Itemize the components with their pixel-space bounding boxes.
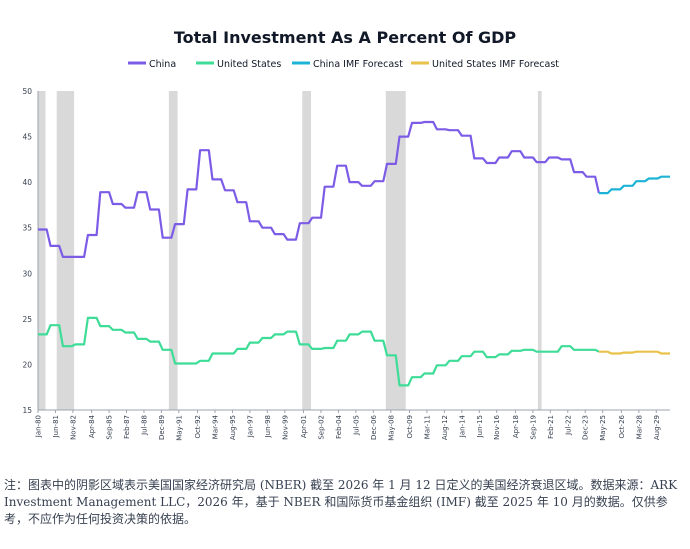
- chart-title: Total Investment As A Percent Of GDP: [173, 28, 517, 47]
- x-tick-label: Jun-81: [52, 415, 60, 438]
- x-tick-label: Apr-18: [512, 415, 520, 438]
- legend-label: China: [149, 59, 176, 70]
- x-tick-label: Jul-05: [352, 415, 360, 436]
- x-tick-label: Jan-80: [35, 415, 43, 438]
- x-tick-label: Sep-02: [317, 415, 325, 440]
- x-tick-label: Nov-16: [493, 414, 501, 439]
- x-tick-label: Dec-89: [158, 415, 166, 440]
- x-tick-label: Mar-11: [423, 415, 431, 439]
- series-line-china-imf-forecast: [598, 175, 670, 195]
- x-tick-label: Jul-88: [140, 415, 148, 436]
- y-tick-label: 25: [22, 315, 32, 324]
- x-tick-label: Aug-29: [653, 415, 661, 440]
- x-tick-label: Feb-21: [547, 415, 555, 439]
- x-tick-label: Dec-23: [582, 415, 590, 440]
- series-line-united-states: [38, 316, 600, 387]
- x-tick-label: Jul-22: [564, 415, 572, 436]
- x-tick-label: Oct-09: [406, 415, 414, 439]
- recession-band: [38, 91, 46, 410]
- legend: China United States China IMF Forecast Unit…: [128, 59, 559, 70]
- line-chart: 15 20 25 30 35 40 45 50 Jan-80 Jun-81 Nov-82 Apr-84…: [22, 59, 670, 441]
- x-tick-label: Nov-82: [69, 415, 77, 440]
- legend-label: China IMF Forecast: [313, 59, 403, 70]
- x-tick-label: Feb-04: [335, 414, 343, 438]
- y-tick-label: 20: [22, 360, 32, 369]
- recession-band: [302, 91, 311, 410]
- recession-band: [56, 91, 75, 410]
- y-tick-label: 40: [22, 178, 32, 187]
- x-tick-label: Apr-01: [300, 415, 308, 438]
- x-tick-label: Sep-85: [106, 415, 114, 440]
- recession-bands: [38, 91, 542, 410]
- x-tick-label: Aug-12: [441, 415, 449, 440]
- x-tick-label: Jun-15: [476, 415, 484, 438]
- x-tick-label: Jan-14: [458, 414, 466, 438]
- series-line-united-states-imf-forecast: [598, 350, 670, 355]
- y-tick-label: 50: [22, 87, 32, 96]
- x-tick-label: Nov-99: [281, 415, 289, 440]
- x-tick-label: Apr-84: [88, 414, 96, 438]
- y-tick-label: 45: [22, 133, 32, 142]
- x-tick-label: Feb-87: [123, 415, 131, 439]
- y-tick-label: 15: [22, 406, 32, 415]
- y-tick-label: 35: [22, 224, 32, 233]
- series-lines: [38, 120, 670, 387]
- x-tick-label: May-25: [599, 415, 607, 441]
- x-tick-label: Sep-19: [529, 415, 537, 440]
- x-tick-label: May-08: [387, 415, 395, 441]
- legend-label: United States IMF Forecast: [432, 59, 559, 70]
- x-tick-label: Mar-94: [212, 414, 220, 439]
- x-tick-label: May-91: [175, 415, 183, 441]
- x-tick-label: Dec-06: [370, 414, 378, 440]
- recession-band: [385, 91, 406, 410]
- x-tick-label: Jun-98: [264, 415, 272, 438]
- x-tick-label: Mar-28: [635, 415, 643, 439]
- legend-label: United States: [217, 59, 281, 70]
- recession-band: [168, 91, 178, 410]
- x-tick-label: Aug-95: [229, 415, 237, 440]
- footnote: 注：图表中的阴影区域表示美国国家经济研究局 (NBER) 截至 2026 年 1…: [4, 478, 678, 526]
- x-tick-label: Oct-26: [618, 414, 626, 438]
- recession-band: [537, 91, 542, 410]
- x-tick-label: Oct-92: [194, 415, 202, 439]
- y-tick-label: 30: [22, 269, 32, 278]
- x-tick-label: Jan-97: [246, 415, 254, 438]
- series-line-china: [38, 120, 600, 258]
- axes: 15 20 25 30 35 40 45 50 Jan-80 Jun-81 Nov-82 Apr-84…: [22, 87, 670, 441]
